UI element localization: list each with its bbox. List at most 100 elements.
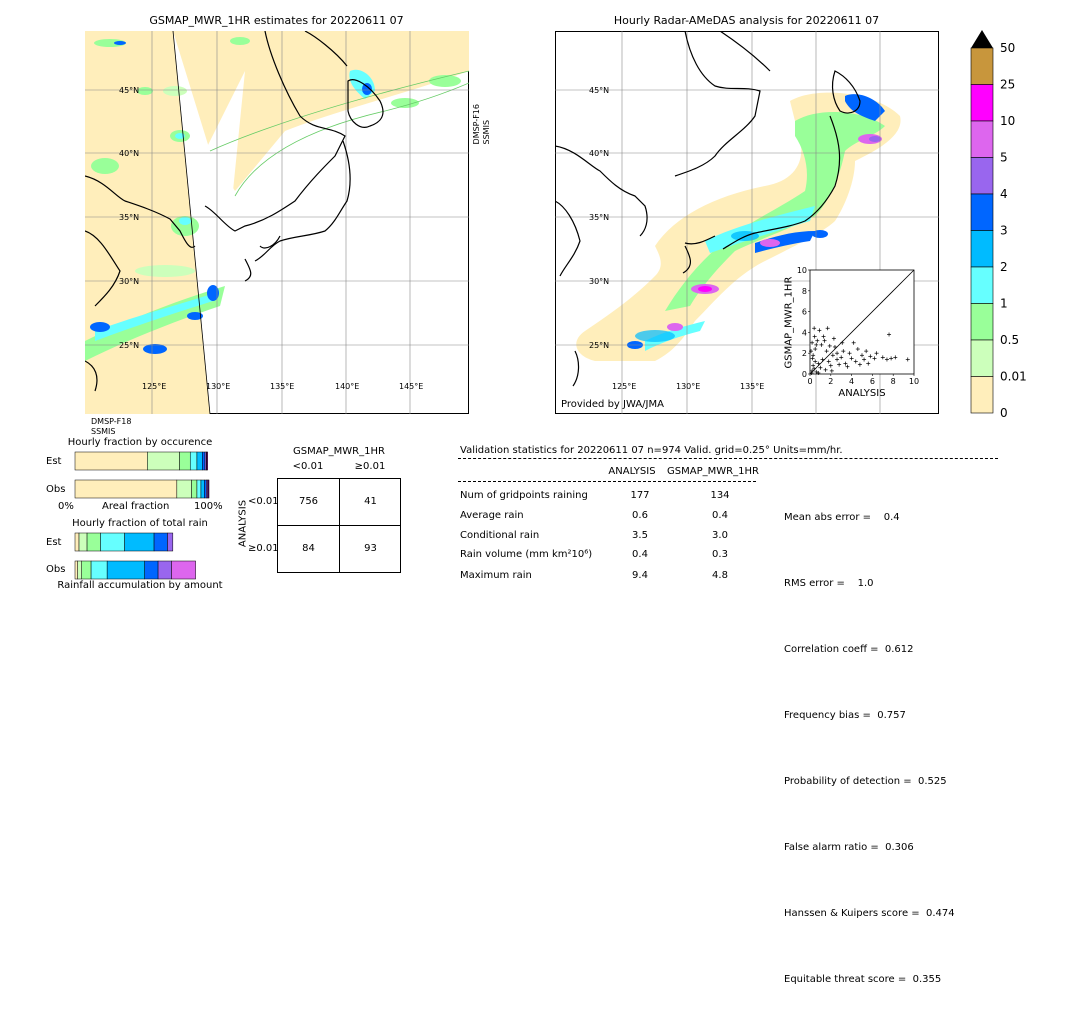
- total-rain-bar-segment: [157, 560, 172, 580]
- scatter-point: [840, 340, 845, 345]
- occurrence-bar-segment: [74, 451, 148, 471]
- colorbar-label: 25: [1000, 78, 1015, 92]
- colorbar-label: 4: [1000, 187, 1008, 201]
- colorbar-box: [970, 376, 994, 414]
- score-line: RMS error = 1.0: [784, 578, 874, 589]
- occurrence-cat-obs: Obs: [46, 484, 66, 495]
- scatter-point: [880, 355, 885, 360]
- occurrence-title: Hourly fraction by occurence: [67, 437, 213, 448]
- scatter-point: [832, 344, 837, 349]
- validation-row-b: 0.4: [712, 510, 728, 521]
- left-map-title: GSMAP_MWR_1HR estimates for 20220611 07: [149, 14, 404, 27]
- validation-row-label: Conditional rain: [460, 530, 540, 541]
- contingency-cell: 84: [302, 543, 315, 554]
- validation-row-label: Num of gridpoints raining: [460, 490, 588, 501]
- occurrence-bars: [74, 451, 210, 499]
- score-line: Probability of detection = 0.525: [784, 776, 947, 787]
- scatter-point: [818, 365, 823, 370]
- scatter-plot: 0 2 4 6 8 10 0 2 4 6 8 10: [797, 266, 919, 386]
- scatter-xtick: 10: [909, 377, 919, 386]
- scatter-point: [905, 357, 910, 362]
- validation-row-a: 9.4: [632, 570, 648, 581]
- score-line: Frequency bias = 0.757: [784, 710, 906, 721]
- total-rain-xlabel: Rainfall accumulation by amount: [57, 580, 223, 591]
- colorbar-box: [970, 193, 994, 231]
- scatter-xtick: 2: [828, 377, 833, 386]
- occurrence-bar-segment: [206, 451, 208, 471]
- colorbar-arrow: [971, 30, 993, 48]
- total-rain-bar-segment: [78, 532, 88, 552]
- swath-label-right: DMSP-F16 SSMIS: [472, 104, 491, 145]
- contingency-side-label: ANALYSIS: [237, 499, 249, 548]
- left-map: 45°N 40°N 35°N 30°N 25°N 125°E 130°E 135…: [85, 31, 469, 414]
- scatter-point: [849, 356, 854, 361]
- scatter-point: [837, 362, 842, 367]
- colorbar-label: 10: [1000, 114, 1015, 128]
- total-rain-bar-segment: [77, 560, 82, 580]
- scatter-point: [831, 336, 836, 341]
- occurrence-bar-segment: [196, 479, 202, 499]
- total-rain-bar-segment: [90, 560, 108, 580]
- validation-row-b: 4.8: [712, 570, 728, 581]
- scatter-point: [811, 353, 816, 358]
- scatter-ylabel: GSMAP_MWR_1HR: [783, 276, 795, 369]
- contingency-row-label: ≥0.01: [248, 543, 279, 554]
- colorbar-box: [970, 230, 994, 268]
- score-line: Hanssen & Kuipers score = 0.474: [784, 908, 955, 919]
- validation-header: Validation statistics for 20220611 07 n=…: [460, 445, 843, 456]
- credit-label: Provided by JWA/JMA: [561, 399, 664, 410]
- occurrence-cat-est: Est: [46, 456, 62, 467]
- scatter-point: [841, 349, 846, 354]
- scatter-point: [839, 355, 844, 360]
- total-rain-bars: [74, 532, 196, 580]
- occurrence-bar-segment: [189, 451, 198, 471]
- occurrence-x-right: 100%: [194, 501, 223, 512]
- scatter-point: [823, 367, 828, 372]
- scatter-point: [809, 349, 814, 354]
- scatter-point: [829, 368, 834, 373]
- scatter-point: [874, 351, 879, 356]
- scatter-point: [853, 359, 858, 364]
- occurrence-bar-segment: [200, 479, 205, 499]
- scatter-point: [816, 370, 821, 375]
- right-lat-label: 35°N: [589, 213, 609, 222]
- contingency-cell: 93: [364, 543, 377, 554]
- scatter-point: [884, 357, 889, 362]
- total-rain-bar-segment: [171, 560, 196, 580]
- scatter-point: [812, 366, 817, 371]
- validation-col1: ANALYSIS: [608, 466, 656, 477]
- total-rain-cat-est: Est: [46, 537, 62, 548]
- scatter-point: [811, 363, 816, 368]
- left-lon-label: 125°E: [142, 382, 166, 391]
- scatter-point: [893, 355, 898, 360]
- scatter-point: [822, 338, 827, 343]
- occurrence-xlabel: Areal fraction: [102, 501, 170, 512]
- total-rain-bar-segment: [86, 532, 101, 552]
- occurrence-bar-segment: [204, 479, 207, 499]
- colorbar-box: [970, 157, 994, 195]
- left-lat-label: 25°N: [119, 341, 139, 350]
- validation-row-label: Rain volume (mm km²10⁶): [460, 549, 593, 560]
- scatter-point: [866, 361, 871, 366]
- total-rain-bar-segment: [74, 560, 78, 580]
- right-lon-label: 135°E: [740, 382, 764, 391]
- scatter-xtick: 8: [891, 377, 896, 386]
- scatter-point: [835, 357, 840, 362]
- colorbar-box: [970, 84, 994, 122]
- scatter-point: [827, 343, 832, 348]
- validation-row-label: Maximum rain: [460, 570, 532, 581]
- scatter-point: [887, 332, 892, 337]
- contingency-col-label: <0.01: [292, 461, 324, 472]
- colorbar-box: [970, 339, 994, 377]
- validation-row-label: Average rain: [460, 510, 524, 521]
- scatter-point: [847, 351, 852, 356]
- colorbar-box: [970, 120, 994, 158]
- right-map-title: Hourly Radar-AMeDAS analysis for 2022061…: [613, 14, 880, 27]
- contingency-title: GSMAP_MWR_1HR: [293, 446, 385, 457]
- left-lat-label: 35°N: [119, 213, 139, 222]
- total-rain-bar-segment: [106, 560, 145, 580]
- scatter-point: [816, 361, 821, 366]
- scatter-point: [835, 351, 840, 356]
- right-lon-label: 125°E: [612, 382, 636, 391]
- colorbar-label: 0.01: [1000, 370, 1027, 384]
